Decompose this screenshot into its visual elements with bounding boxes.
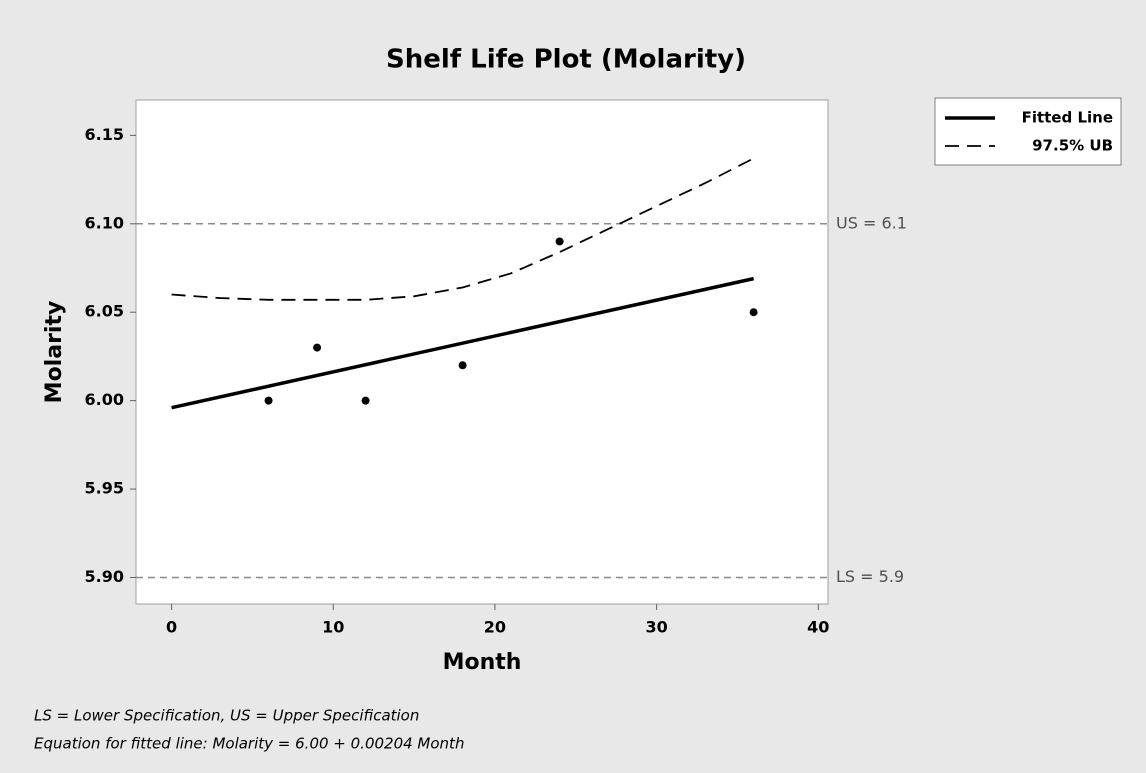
- y-tick-label: 6.00: [85, 390, 124, 409]
- x-axis-label: Month: [443, 650, 522, 675]
- chart-title: Shelf Life Plot (Molarity): [386, 45, 746, 75]
- x-tick-label: 10: [322, 618, 344, 637]
- plot-area: [135, 99, 829, 605]
- y-tick-label: 5.90: [85, 567, 124, 586]
- y-tick-label: 6.15: [85, 125, 124, 144]
- data-point: [749, 308, 758, 317]
- x-tick-label: 30: [645, 618, 667, 637]
- data-point: [264, 396, 273, 405]
- y-tick-label: 6.05: [85, 302, 124, 321]
- data-point: [361, 396, 370, 405]
- data-point: [555, 237, 564, 246]
- legend-label: Fitted Line: [1022, 109, 1113, 127]
- reference-label: US = 6.1: [836, 213, 907, 232]
- footnote: Equation for fitted line: Molarity = 6.0…: [34, 735, 464, 753]
- data-point: [458, 361, 467, 370]
- footnote: LS = Lower Specification, US = Upper Spe…: [34, 707, 419, 725]
- series-line: [171, 157, 755, 301]
- data-point: [313, 343, 322, 352]
- legend-label: 97.5% UB: [1032, 137, 1113, 155]
- y-tick-label: 6.10: [85, 213, 124, 232]
- legend-box: [934, 97, 1122, 166]
- x-tick-label: 20: [484, 618, 506, 637]
- y-axis-label: Molarity: [42, 301, 67, 404]
- x-tick-label: 0: [166, 618, 177, 637]
- x-tick-label: 40: [807, 618, 829, 637]
- y-tick-label: 5.95: [85, 479, 124, 498]
- series-line: [171, 276, 755, 410]
- reference-label: LS = 5.9: [836, 567, 904, 586]
